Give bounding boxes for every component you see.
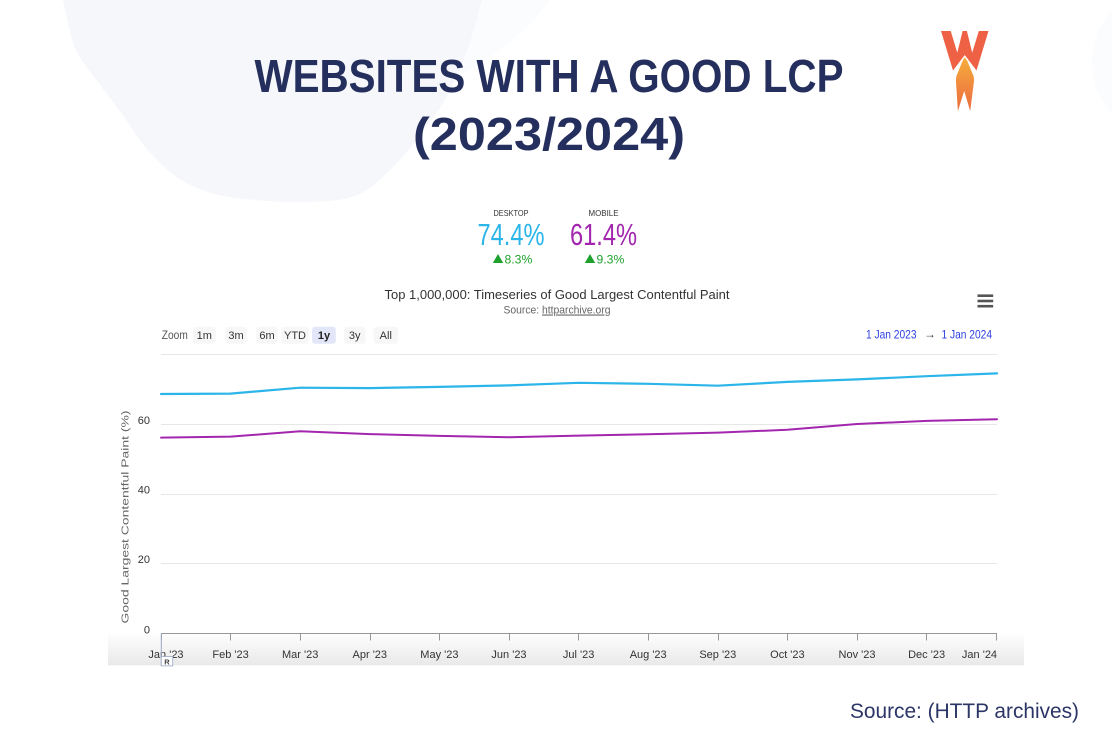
svg-text:9.3%: 9.3% <box>597 253 625 267</box>
svg-text:Nov '23: Nov '23 <box>839 649 876 661</box>
svg-text:WEBSITES WITH A GOOD LCP: WEBSITES WITH A GOOD LCP <box>255 50 844 102</box>
svg-text:74.4%: 74.4% <box>478 217 545 252</box>
svg-text:→: → <box>924 328 936 341</box>
svg-text:1m: 1m <box>197 330 212 342</box>
svg-text:6m: 6m <box>259 330 274 342</box>
svg-text:Good Largest Contentful Paint: Good Largest Contentful Paint (%) <box>121 411 132 624</box>
svg-text:1 Jan 2023: 1 Jan 2023 <box>866 328 917 341</box>
svg-text:20: 20 <box>138 554 150 566</box>
svg-text:40: 40 <box>138 485 150 497</box>
svg-text:Top 1,000,000: Timeseries of G: Top 1,000,000: Timeseries of Good Larges… <box>385 287 730 302</box>
svg-text:Jan '23: Jan '23 <box>148 649 183 661</box>
svg-text:Feb '23: Feb '23 <box>212 649 248 661</box>
svg-text:0: 0 <box>144 624 150 636</box>
svg-text:3y: 3y <box>349 330 361 342</box>
svg-text:3m: 3m <box>228 330 243 342</box>
svg-text:Apr '23: Apr '23 <box>353 649 388 661</box>
svg-text:Zoom: Zoom <box>162 328 188 342</box>
svg-text:8.3%: 8.3% <box>505 253 533 267</box>
svg-text:May '23: May '23 <box>420 649 458 661</box>
svg-text:60: 60 <box>138 415 150 427</box>
svg-text:R: R <box>164 658 170 667</box>
svg-text:DESKTOP: DESKTOP <box>494 208 529 218</box>
svg-text:1y: 1y <box>318 330 331 342</box>
svg-text:1 Jan 2024: 1 Jan 2024 <box>942 328 993 341</box>
svg-text:Source: (HTTP archives): Source: (HTTP archives) <box>850 699 1079 723</box>
svg-text:Sep '23: Sep '23 <box>699 649 736 661</box>
svg-text:Mar '23: Mar '23 <box>282 649 318 661</box>
svg-text:Oct '23: Oct '23 <box>770 649 805 661</box>
svg-text:Source: httparchive.org: Source: httparchive.org <box>504 305 611 317</box>
svg-text:Jul '23: Jul '23 <box>563 649 594 661</box>
svg-text:61.4%: 61.4% <box>570 217 637 252</box>
svg-text:Dec '23: Dec '23 <box>908 649 945 661</box>
svg-text:Aug '23: Aug '23 <box>630 649 667 661</box>
svg-text:MOBILE: MOBILE <box>589 208 619 218</box>
svg-text:All: All <box>380 330 392 342</box>
svg-text:Jan '24: Jan '24 <box>962 649 997 661</box>
svg-text:(2023/2024): (2023/2024) <box>413 108 685 160</box>
svg-text:YTD: YTD <box>284 330 306 342</box>
svg-text:Jun '23: Jun '23 <box>491 649 526 661</box>
